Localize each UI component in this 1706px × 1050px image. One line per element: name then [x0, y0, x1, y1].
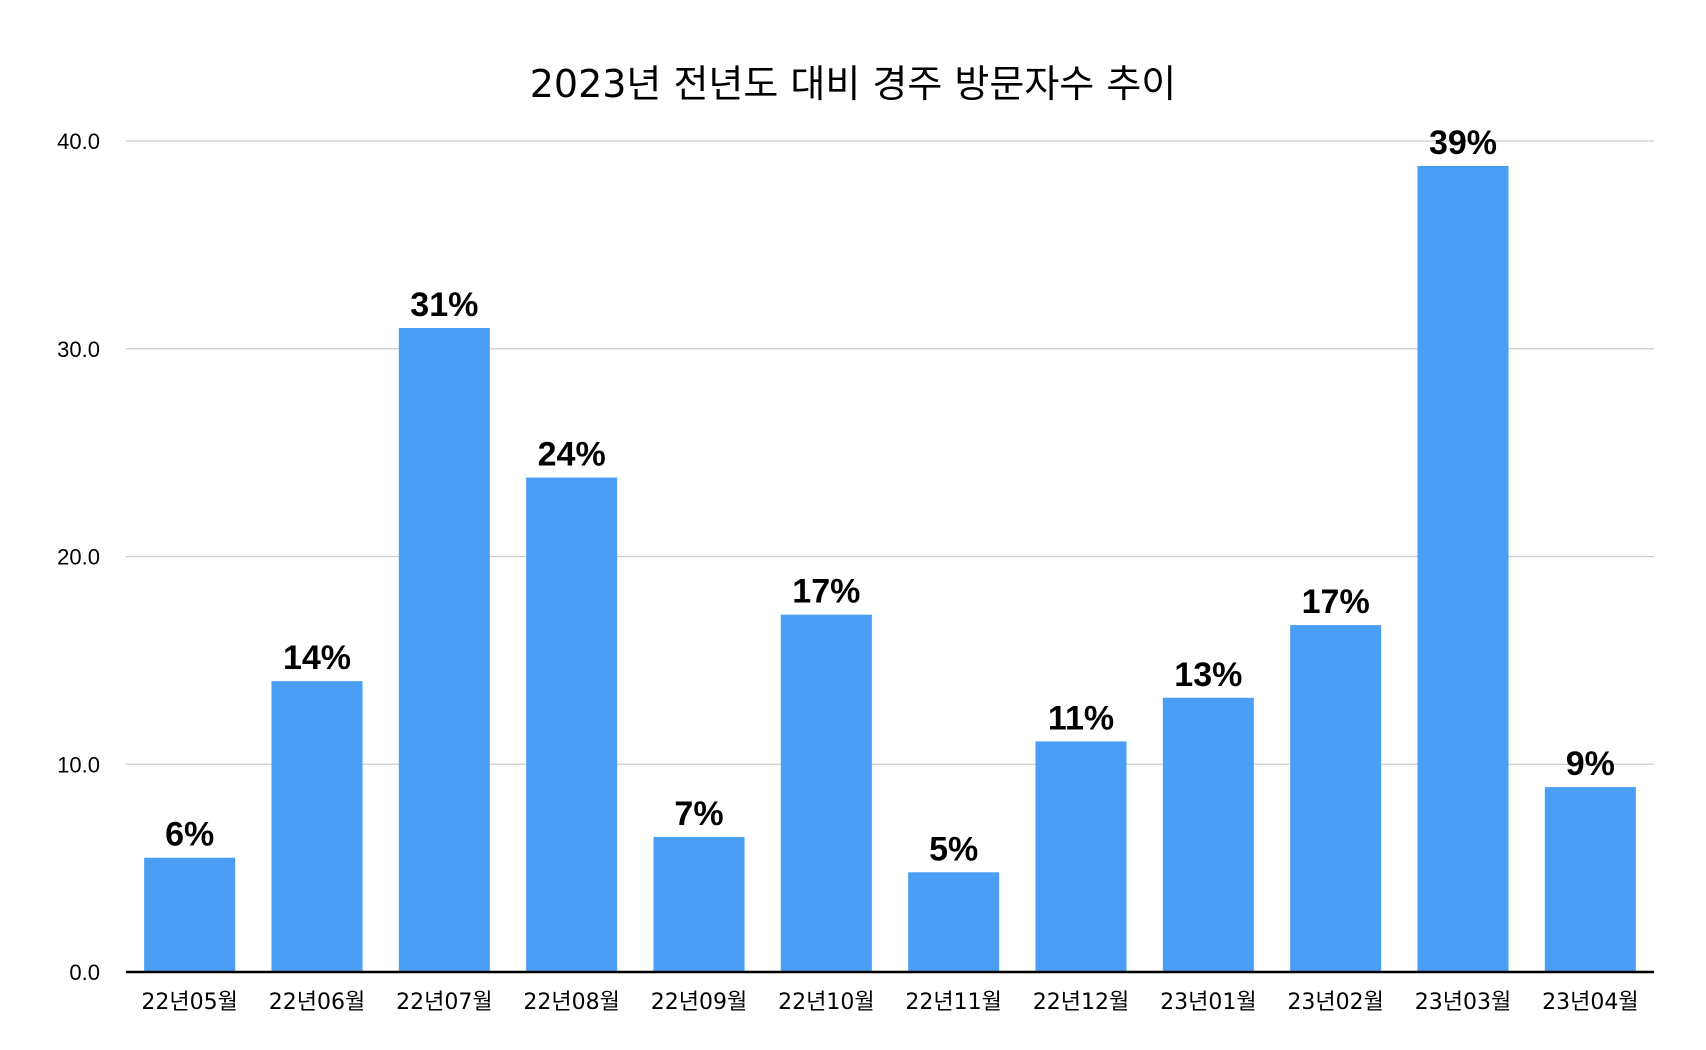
- x-tick-label: 23년03월: [1415, 990, 1511, 1015]
- data-label: 24%: [538, 436, 606, 474]
- bars: [144, 165, 1636, 973]
- x-tick-label: 22년08월: [523, 990, 619, 1015]
- data-label: 39%: [1429, 124, 1497, 162]
- y-tick-label: 40.0: [57, 129, 100, 154]
- chart-title: 2023년 전년도 대비 경주 방문자수 추이: [530, 62, 1177, 106]
- x-axis-ticks: 22년05월 22년06월 22년07월 22년08월 22년09월 22년10월 22년1…: [141, 990, 1638, 1015]
- x-tick-label: 22년11월: [905, 990, 1001, 1015]
- x-tick-label: 22년07월: [396, 990, 492, 1015]
- y-axis-ticks: 0.0 10.0 20.0 30.0 40.0: [57, 129, 100, 985]
- bar-23년01월: [1162, 697, 1254, 972]
- data-label: 7%: [674, 795, 723, 833]
- y-tick-label: 0.0: [69, 960, 100, 985]
- data-label: 17%: [1302, 583, 1370, 621]
- y-tick-label: 10.0: [57, 752, 100, 777]
- bar-23년04월: [1544, 787, 1636, 972]
- bar-23년02월: [1290, 625, 1382, 972]
- bar-22년05월: [144, 857, 236, 972]
- data-label: 17%: [792, 573, 860, 611]
- gridlines: [126, 140, 1654, 765]
- x-tick-label: 22년12월: [1033, 990, 1129, 1015]
- x-tick-label: 22년10월: [778, 990, 874, 1015]
- x-tick-label: 23년02월: [1287, 990, 1383, 1015]
- y-tick-label: 20.0: [57, 545, 100, 570]
- x-tick-label: 22년06월: [269, 990, 365, 1015]
- data-label: 6%: [165, 816, 214, 854]
- bar-22년10월: [780, 614, 872, 972]
- data-label: 31%: [410, 286, 478, 324]
- data-labels: 6% 14% 31% 24% 7% 17% 5% 11% 13% 17% 39% 9%: [165, 124, 1615, 868]
- data-label: 13%: [1174, 656, 1242, 694]
- bar-22년09월: [653, 836, 745, 972]
- y-tick-label: 30.0: [57, 337, 100, 362]
- x-tick-label: 22년05월: [141, 990, 237, 1015]
- x-tick-label: 23년04월: [1542, 990, 1638, 1015]
- x-tick-label: 23년01월: [1160, 990, 1256, 1015]
- data-label: 14%: [283, 639, 351, 677]
- bar-22년06월: [271, 681, 363, 972]
- bar-22년11월: [908, 872, 1000, 972]
- bar-22년12월: [1035, 741, 1127, 972]
- data-label: 5%: [929, 830, 978, 868]
- data-label: 9%: [1566, 745, 1615, 783]
- x-tick-label: 22년09월: [651, 990, 747, 1015]
- data-label: 11%: [1048, 699, 1114, 737]
- bar-22년08월: [526, 477, 618, 972]
- bar-23년03월: [1417, 165, 1509, 972]
- bar-22년07월: [398, 327, 490, 973]
